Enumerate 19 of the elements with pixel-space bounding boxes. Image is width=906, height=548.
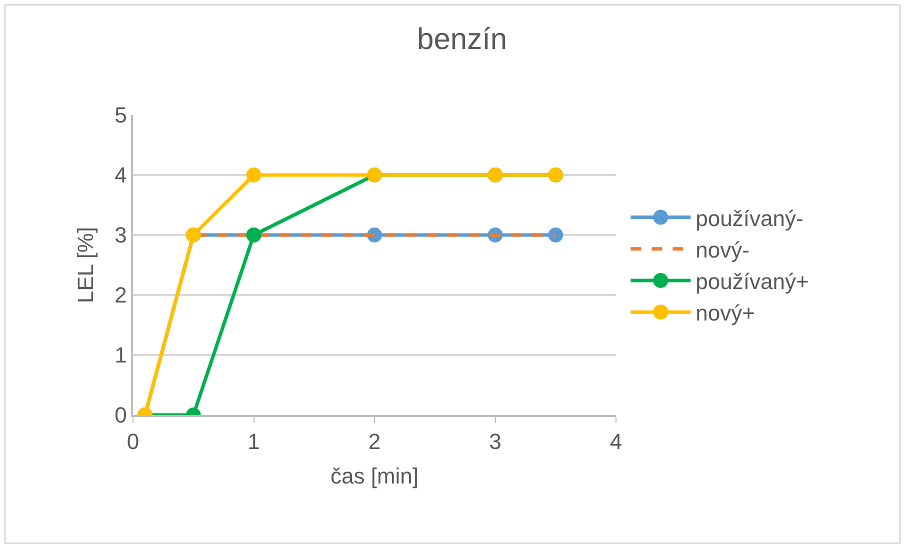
point — [246, 168, 262, 182]
y-tick-label: 2 — [114, 282, 127, 308]
x-tick-label: 4 — [610, 429, 622, 454]
y-tick-label: 3 — [114, 222, 127, 248]
legend-label: nový+ — [696, 300, 755, 326]
x-axis-title: čas [min] — [330, 464, 419, 489]
x-tick-label: 1 — [248, 429, 260, 454]
x-tick-label: 3 — [489, 429, 502, 454]
y-axis-title: LEL [%] — [72, 226, 98, 304]
y-tick-label: 1 — [114, 342, 127, 368]
legend-label: používaný+ — [696, 269, 809, 294]
y-tick-label: 5 — [114, 102, 127, 128]
legend-label: používaný- — [696, 206, 804, 231]
y-tick-label: 4 — [114, 162, 127, 188]
legend-label: nový- — [696, 237, 750, 262]
chart-title: benzín — [417, 22, 508, 56]
point — [548, 228, 564, 242]
x-tick-label: 2 — [368, 429, 381, 454]
y-tick-label: 0 — [114, 402, 127, 428]
